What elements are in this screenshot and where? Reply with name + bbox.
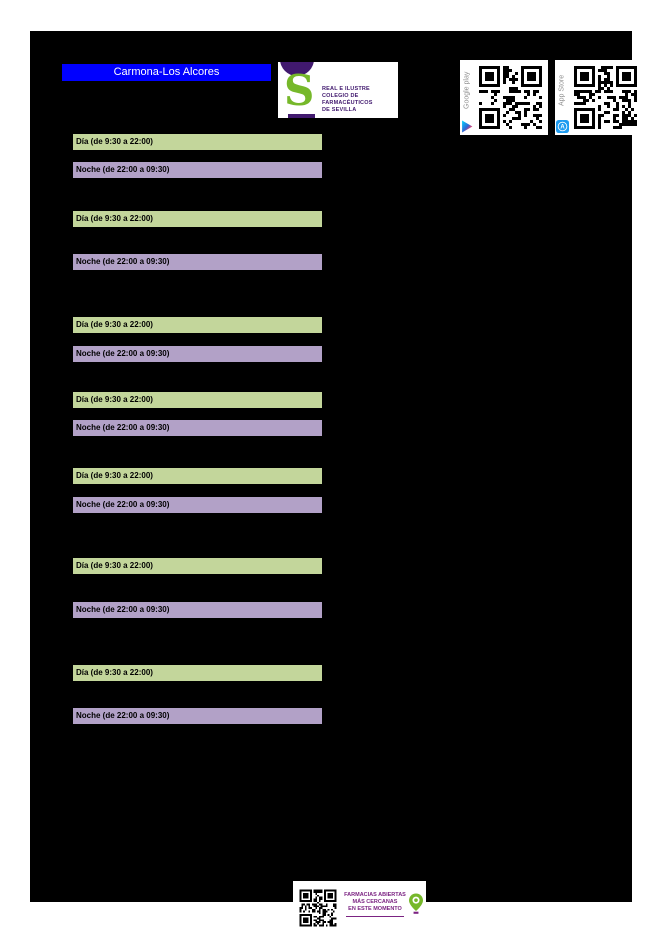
day-shift-bar: Día (de 9:30 a 22:00) (73, 468, 322, 484)
region-title-bar: Carmona-Los Alcores (62, 64, 271, 81)
night-shift-bar: Noche (de 22:00 a 09:30) (73, 602, 322, 618)
college-logo-circle-icon (280, 62, 314, 76)
google-play-label: Google play (463, 71, 471, 109)
day-shift-bar: Día (de 9:30 a 22:00) (73, 392, 322, 408)
day-shift-bar: Día (de 9:30 a 22:00) (73, 665, 322, 681)
day-shift-bar: Día (de 9:30 a 22:00) (73, 317, 322, 333)
college-name: REAL E ILUSTRE COLEGIO DE FARMACÉUTICOS … (322, 86, 398, 114)
day-shift-bar: Día (de 9:30 a 22:00) (73, 211, 322, 227)
caption-underline (346, 916, 404, 917)
day-shift-bar: Día (de 9:30 a 22:00) (73, 134, 322, 150)
google-play-icon (461, 120, 474, 133)
college-name-line3: DE SEVILLA (322, 107, 357, 113)
app-store-label: App Store (558, 74, 566, 106)
app-store-qr-badge: App Store A (555, 60, 643, 135)
college-name-line1: REAL E ILUSTRE (322, 86, 370, 92)
open-pharmacies-qr-code (298, 888, 338, 928)
caption-line3: EN ESTE MOMENTO (348, 906, 402, 912)
caption-line1: FARMACIAS ABIERTAS (344, 892, 406, 898)
svg-text:A: A (560, 125, 565, 131)
caption-line2: MÁS CERCANAS (352, 899, 398, 905)
night-shift-bar: Noche (de 22:00 a 09:30) (73, 346, 322, 362)
google-play-qr-code (476, 63, 545, 132)
night-shift-bar: Noche (de 22:00 a 09:30) (73, 162, 322, 178)
app-store-qr-code (571, 63, 640, 132)
open-pharmacies-box: FARMACIAS ABIERTAS MÁS CERCANAS EN ESTE … (293, 881, 426, 933)
college-logo: S REAL E ILUSTRE COLEGIO DE FARMACÉUTICO… (278, 62, 398, 118)
google-play-qr-badge: Google play (460, 60, 548, 135)
night-shift-bar: Noche (de 22:00 a 09:30) (73, 708, 322, 724)
night-shift-bar: Noche (de 22:00 a 09:30) (73, 497, 322, 513)
document-canvas: Carmona-Los Alcores S REAL E ILUSTRE COL… (30, 31, 643, 933)
night-shift-bar: Noche (de 22:00 a 09:30) (73, 254, 322, 270)
college-name-line2: COLEGIO DE FARMACÉUTICOS (322, 93, 373, 106)
app-store-icon: A (556, 120, 569, 133)
college-logo-base-icon (288, 114, 315, 118)
college-logo-letter: S (284, 66, 315, 115)
night-shift-bar: Noche (de 22:00 a 09:30) (73, 420, 322, 436)
day-shift-bar: Día (de 9:30 a 22:00) (73, 558, 322, 574)
location-pin-icon (409, 890, 423, 918)
open-pharmacies-caption: FARMACIAS ABIERTAS MÁS CERCANAS EN ESTE … (343, 892, 407, 913)
